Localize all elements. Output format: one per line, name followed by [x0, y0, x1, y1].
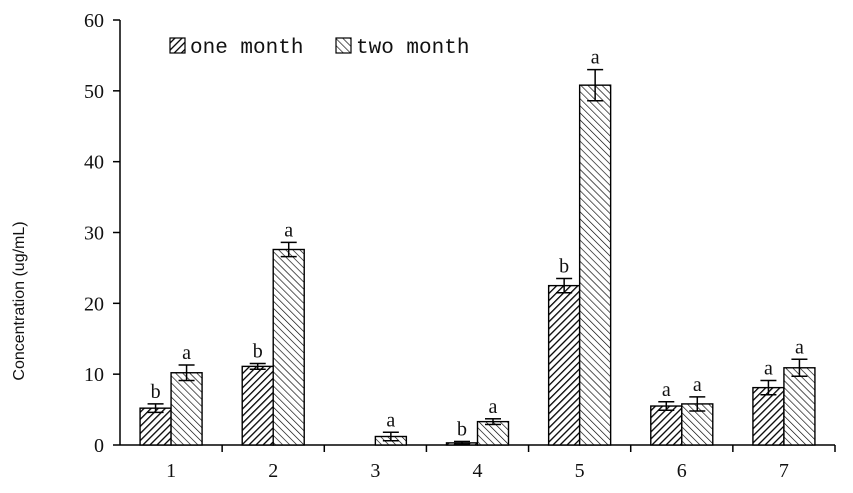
bar-two-month-7 — [783, 367, 816, 446]
legend: one month two month — [169, 37, 469, 60]
significance-label: b — [151, 381, 161, 403]
bar-one-month-7 — [752, 386, 785, 446]
y-axis-label: Concentration (ug/mL) — [11, 221, 28, 380]
bar-two-month-2 — [272, 248, 305, 446]
y-tick-label: 50 — [84, 81, 104, 103]
bar-one-month-1 — [139, 407, 172, 446]
x-tick-label: 5 — [575, 460, 585, 482]
significance-label: a — [386, 409, 395, 431]
bar-one-month-2 — [241, 365, 274, 446]
x-ticks: 1 2 3 4 5 6 7 — [166, 445, 836, 482]
x-tick-label: 4 — [473, 460, 483, 482]
significance-label: b — [559, 256, 569, 278]
y-ticks: 0 10 20 30 40 50 60 — [84, 10, 120, 457]
bar-one-month-5 — [547, 284, 581, 446]
y-tick-label: 10 — [84, 364, 104, 386]
bar-two-month-1 — [170, 372, 203, 446]
significance-label: a — [182, 342, 191, 364]
x-tick-label: 3 — [370, 460, 380, 482]
legend-label-one-month: one month — [190, 37, 303, 60]
bar-two-month-5 — [578, 84, 612, 446]
significance-label: b — [457, 418, 467, 440]
legend-swatch-two-month — [335, 37, 352, 54]
x-tick-label: 6 — [677, 460, 687, 482]
significance-label: b — [253, 341, 263, 363]
y-tick-label: 60 — [84, 10, 104, 32]
significance-label: a — [591, 47, 600, 69]
legend-label-two-month: two month — [356, 37, 469, 60]
significance-label: a — [284, 219, 293, 241]
y-tick-label: 30 — [84, 223, 104, 245]
significance-label: a — [795, 336, 804, 358]
y-tick-label: 40 — [84, 152, 104, 174]
x-tick-label: 1 — [166, 460, 176, 482]
axes — [119, 20, 835, 446]
x-tick-label: 2 — [268, 460, 278, 482]
significance-label: a — [489, 396, 498, 418]
y-tick-label: 20 — [84, 293, 104, 315]
significance-label: a — [764, 358, 773, 380]
x-tick-label: 7 — [779, 460, 789, 482]
y-tick-label: 0 — [94, 435, 104, 457]
bar-one-month-6 — [650, 405, 683, 446]
significance-label: a — [693, 374, 702, 396]
significance-label: a — [662, 379, 671, 401]
legend-swatch-one-month — [169, 37, 186, 54]
